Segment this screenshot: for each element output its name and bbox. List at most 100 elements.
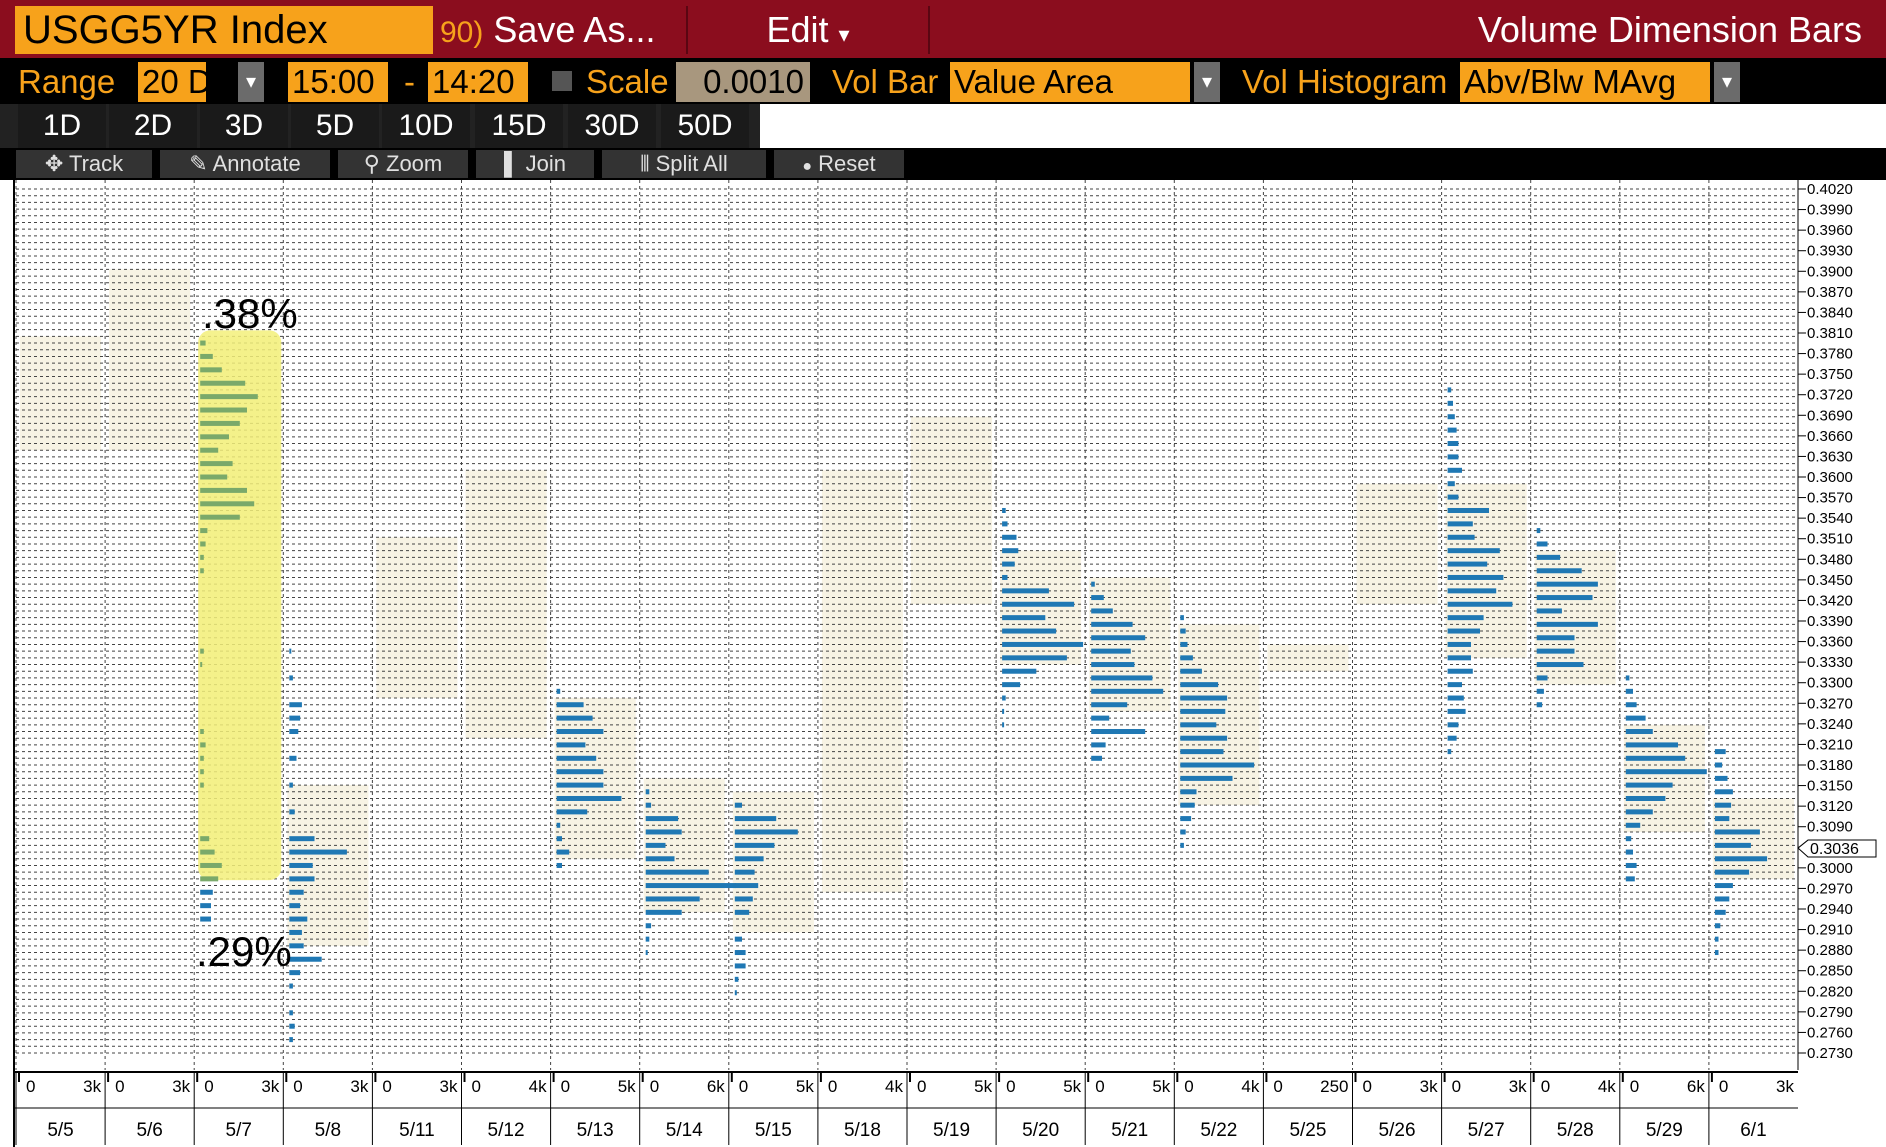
date-label: 6/1 (1740, 1120, 1766, 1141)
scale-label-max: 5k (1152, 1077, 1170, 1096)
date-label: 5/15 (755, 1120, 792, 1141)
price-tick-label: 0.3000 (1807, 860, 1853, 877)
volume-bar (1714, 829, 1760, 835)
volume-bar (1002, 695, 1006, 701)
annotation-high: .38% (202, 290, 298, 337)
period-15d-button[interactable]: 15D (475, 104, 563, 148)
date-label: 5/6 (136, 1120, 162, 1141)
vol-bar-dropdown-icon[interactable]: ▾ (1194, 62, 1220, 102)
scale-label-max: 4k (529, 1077, 547, 1096)
scale-field[interactable]: 0.0010 (676, 62, 810, 102)
volume-bar (289, 1037, 293, 1043)
volume-bar (1714, 802, 1732, 808)
volume-bar (734, 950, 746, 956)
price-tick-label: 0.3480 (1807, 551, 1853, 568)
volume-bar (1536, 568, 1582, 574)
date-label: 5/18 (844, 1120, 881, 1141)
range-field[interactable]: 20 D (138, 62, 212, 102)
volume-bar (1714, 950, 1719, 956)
volume-bar (645, 950, 648, 956)
vol-histogram-dropdown-icon[interactable]: ▾ (1714, 62, 1740, 102)
vol-bar-field[interactable]: Value Area (950, 62, 1190, 102)
vol-histogram-field[interactable]: Abv/Blw MAvg (1460, 62, 1710, 102)
period-50d-button[interactable]: 50D (661, 104, 749, 148)
volume-bar (1536, 528, 1541, 534)
date-label: 5/25 (1289, 1120, 1326, 1141)
price-tick-label: 0.3270 (1807, 695, 1853, 712)
volume-bar (1714, 923, 1721, 929)
price-tick-label: 0.2880 (1807, 942, 1853, 959)
scale-label-max: 250 (1320, 1077, 1348, 1096)
volume-bar (1447, 735, 1457, 741)
volume-profile-chart[interactable]: 0.40200.39900.39600.39300.39000.38700.38… (0, 180, 1886, 1147)
price-tick-label: 0.3870 (1807, 284, 1853, 301)
volume-bar (1447, 414, 1455, 420)
volume-bar (289, 943, 304, 949)
period-2d-button[interactable]: 2D (109, 104, 197, 148)
price-tick-label: 0.3540 (1807, 510, 1853, 527)
price-tick-label: 0.2910 (1807, 922, 1853, 939)
scale-label-min: 0 (1273, 1077, 1282, 1096)
date-label: 5/5 (47, 1120, 73, 1141)
volume-bar (1002, 668, 1037, 674)
volume-bar (1180, 695, 1228, 701)
ticker-field[interactable]: USGG5YR Index (15, 6, 433, 54)
volume-bar (1002, 561, 1015, 567)
date-label: 5/8 (315, 1120, 341, 1141)
volume-bar (1625, 862, 1637, 868)
volume-bar (1091, 715, 1110, 721)
volume-bar (1091, 581, 1095, 587)
volume-bar (645, 936, 650, 942)
save-as-button[interactable]: 90) Save As... (440, 6, 680, 54)
scale-label-min: 0 (1363, 1077, 1372, 1096)
volume-bar (556, 795, 622, 801)
reset-button[interactable]: ● Reset (774, 150, 904, 178)
value-area-5/20 (1000, 550, 1082, 665)
volume-bar (200, 420, 240, 426)
price-tick-label: 0.3240 (1807, 716, 1853, 733)
start-time-field[interactable]: 15:00 (288, 62, 388, 102)
period-5d-button[interactable]: 5D (291, 104, 379, 148)
price-tick-label: 0.3450 (1807, 572, 1853, 589)
highlight-box (198, 330, 282, 881)
volume-bar (289, 648, 292, 654)
period-1d-button[interactable]: 1D (18, 104, 106, 148)
edit-menu-button[interactable]: Edit ▾ (686, 6, 930, 54)
period-30d-button[interactable]: 30D (568, 104, 656, 148)
period-10d-button[interactable]: 10D (382, 104, 470, 148)
price-tick-label: 0.3840 (1807, 304, 1853, 321)
chevron-down-icon: ▾ (838, 22, 850, 47)
annotation-low: .29% (196, 928, 292, 975)
volume-bar (289, 849, 347, 855)
price-tick-label: 0.3900 (1807, 263, 1853, 280)
annotate-button[interactable]: ✎ Annotate (160, 150, 330, 178)
split-all-label: Split All (655, 151, 728, 176)
volume-bar (556, 849, 570, 855)
date-label: 5/11 (399, 1120, 435, 1141)
volume-bar (1447, 467, 1462, 473)
volume-bar (200, 742, 206, 748)
scale-checkbox[interactable] (552, 71, 572, 91)
current-value-label: 0.3036 (1810, 841, 1859, 858)
split-all-button[interactable]: ⫴ Split All (602, 150, 766, 178)
end-time-field[interactable]: 14:20 (428, 62, 528, 102)
volume-bars-layer (200, 340, 1768, 1043)
track-button[interactable]: ✥ Track (16, 150, 152, 178)
join-button[interactable]: ▌ Join (476, 150, 594, 178)
volume-bar (1447, 615, 1484, 621)
price-tick-label: 0.3180 (1807, 757, 1853, 774)
save-as-shortcut: 90) (440, 16, 484, 49)
zoom-button[interactable]: ⚲ Zoom (338, 150, 468, 178)
scale-label-min: 0 (650, 1077, 659, 1096)
scale-label-min: 0 (382, 1077, 391, 1096)
volume-bar (734, 936, 742, 942)
join-icon: ▌ (503, 151, 520, 176)
range-dropdown-icon[interactable]: ▾ (238, 62, 264, 102)
volume-bar (1625, 675, 1630, 681)
period-3d-button[interactable]: 3D (200, 104, 288, 148)
price-tick-label: 0.3330 (1807, 654, 1853, 671)
date-label: 5/12 (488, 1120, 525, 1141)
scale-label-max: 3k (261, 1077, 279, 1096)
volume-bar (556, 809, 588, 815)
pencil-icon: ✎ (189, 151, 208, 176)
